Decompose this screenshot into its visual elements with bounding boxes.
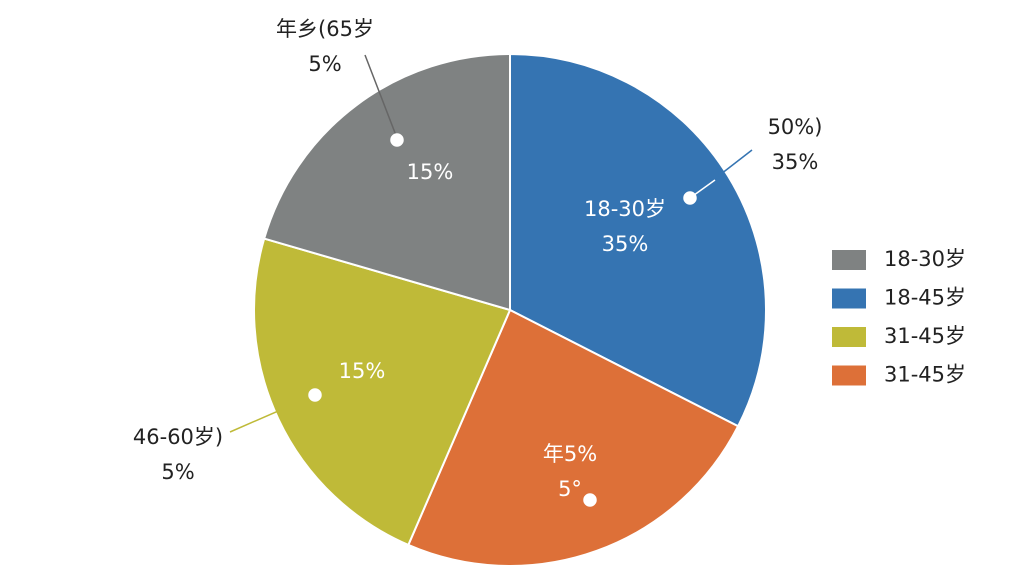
marker — [308, 388, 322, 402]
annotation: 35% — [602, 232, 649, 256]
legend-label: 31-45岁 — [884, 363, 966, 387]
annotation: 18-30岁 — [584, 197, 666, 221]
annotation: 15% — [339, 359, 386, 383]
annotation: 年5% — [543, 442, 597, 466]
annotation: 5% — [308, 52, 341, 76]
marker — [583, 493, 597, 507]
leader-lines — [229, 54, 753, 507]
legend-label: 18-45岁 — [884, 286, 966, 310]
annotation: 46-60岁) — [133, 425, 223, 449]
slice — [509, 52, 767, 428]
leader-line — [364, 54, 398, 139]
leader-line — [229, 394, 316, 433]
marker — [390, 133, 404, 147]
annotation: 35% — [772, 150, 819, 174]
slice — [407, 308, 740, 567]
annotation: 15% — [407, 160, 454, 184]
pie — [253, 52, 767, 567]
legend-swatch — [832, 288, 866, 309]
legend-swatch — [832, 365, 866, 386]
annotation: 5% — [161, 460, 194, 484]
legend-swatch — [832, 250, 866, 270]
legend-label: 31-45岁 — [884, 324, 966, 348]
slice — [253, 237, 512, 547]
annotation: 年乡(65岁 — [276, 17, 374, 41]
annotation: 50%) — [768, 115, 823, 139]
annotation: 5° — [558, 477, 582, 501]
marker — [683, 191, 697, 205]
slice — [262, 52, 511, 312]
legend-swatch — [832, 327, 866, 347]
legend-label: 18-30岁 — [884, 247, 966, 271]
